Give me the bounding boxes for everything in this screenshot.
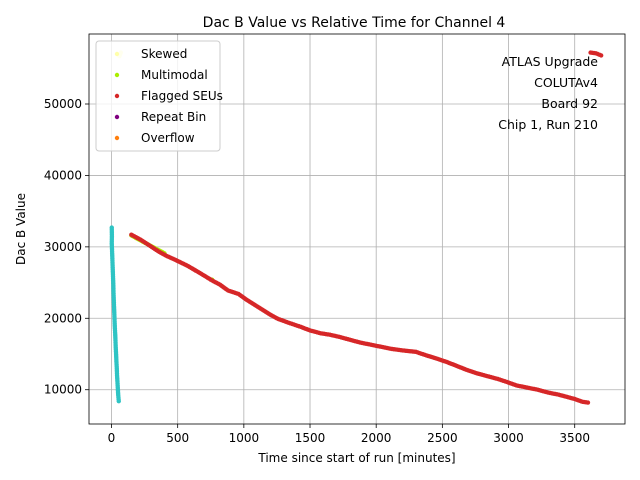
data-point <box>598 53 604 58</box>
y-axis-ticks: 10000 20000 30000 40000 50000 <box>44 97 89 397</box>
x-tick-label: 2000 <box>361 431 392 445</box>
y-axis-label: Dac B Value <box>14 193 28 265</box>
legend-marker <box>114 93 120 99</box>
y-tick-label: 40000 <box>44 168 82 182</box>
series-normal <box>109 225 121 404</box>
legend-marker <box>114 114 120 120</box>
legend-label: Flagged SEUs <box>141 89 223 103</box>
x-tick-label: 2500 <box>427 431 458 445</box>
x-tick-label: 1000 <box>229 431 260 445</box>
legend-marker <box>114 135 120 141</box>
legend-label: Repeat Bin <box>141 110 206 124</box>
plot-points <box>109 50 604 405</box>
annotation-line: Board 92 <box>541 96 598 111</box>
annotation-line: Chip 1, Run 210 <box>498 117 598 132</box>
x-axis-label: Time since start of run [minutes] <box>257 451 455 465</box>
legend-marker <box>114 72 120 78</box>
legend-label: Multimodal <box>141 68 208 82</box>
annotation-line: ATLAS Upgrade <box>502 54 599 69</box>
y-tick-label: 20000 <box>44 311 82 325</box>
legend-box <box>95 40 221 152</box>
chart-title: Dac B Value vs Relative Time for Channel… <box>203 15 506 31</box>
chart-annotation: ATLAS Upgrade COLUTAv4 Board 92 Chip 1, Run… <box>498 54 598 132</box>
annotation-line: COLUTAv4 <box>534 75 598 90</box>
x-axis-ticks: 0 500 1000 1500 2000 2500 3000 3500 <box>108 424 590 445</box>
data-point <box>116 398 121 404</box>
legend: Skewed Multimodal Flagged SEUs Repeat Bin Ov… <box>95 40 223 152</box>
y-tick-label: 50000 <box>44 97 82 111</box>
x-tick-label: 1500 <box>295 431 326 445</box>
grid-lines <box>89 34 625 424</box>
y-tick-label: 30000 <box>44 240 82 254</box>
y-tick-label: 10000 <box>44 383 82 397</box>
x-tick-label: 0 <box>108 431 116 445</box>
series-flagged-seus <box>129 50 604 405</box>
data-point <box>585 400 591 405</box>
x-tick-label: 3000 <box>493 431 524 445</box>
axes-frame <box>88 33 626 425</box>
legend-label: Skewed <box>141 47 187 61</box>
legend-label: Overflow <box>141 131 195 145</box>
legend-marker <box>114 51 120 57</box>
x-tick-label: 500 <box>166 431 189 445</box>
x-tick-label: 3500 <box>559 431 590 445</box>
